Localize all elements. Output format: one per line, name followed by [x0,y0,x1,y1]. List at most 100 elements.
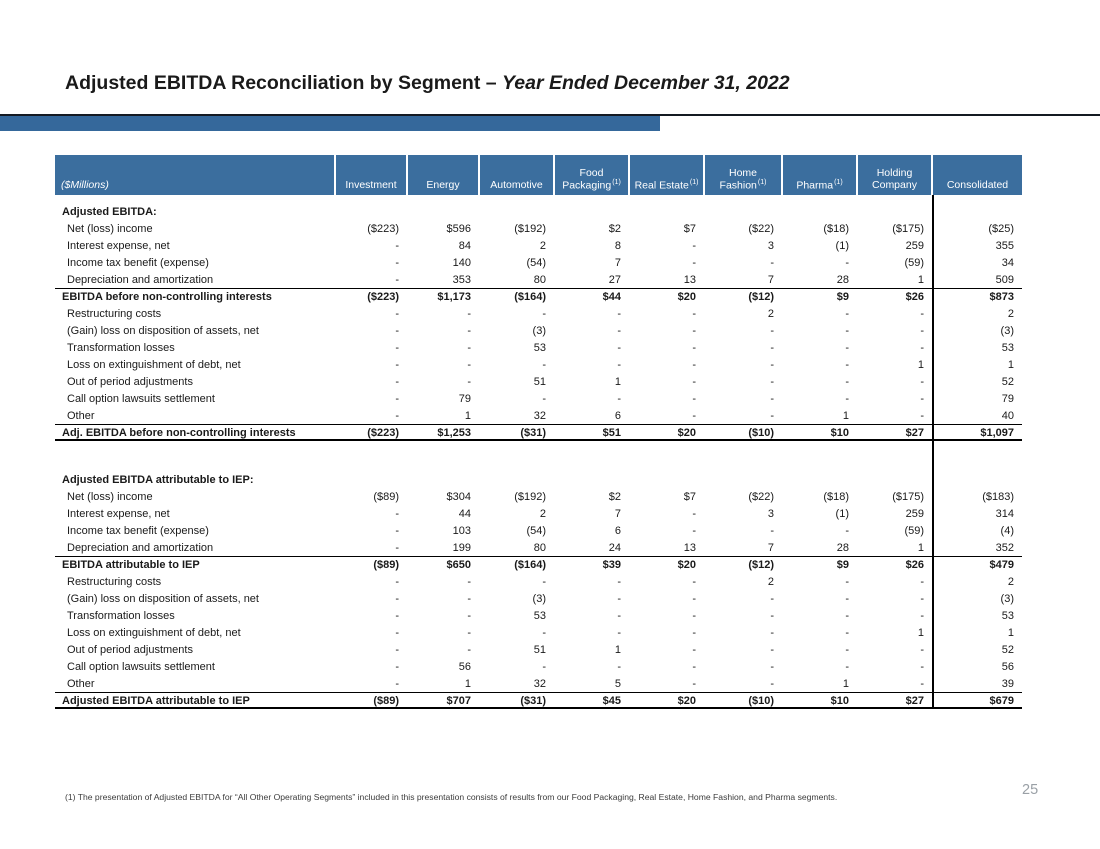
value-cell-investment: - [395,392,399,405]
value-cell-energy: 84 [458,239,471,252]
value-cell-consolidated: 1 [1007,358,1014,371]
value-cell-consolidated: $1,097 [980,427,1014,439]
row-label: Out of period adjustments [67,643,193,656]
value-cell-real-estate: 13 [683,541,696,554]
section-heading: Adjusted EBITDA: [55,203,1022,220]
value-cell-consolidated: 2 [1007,575,1014,588]
column-header-food-packaging: Food Packaging(1) [554,155,629,195]
table-row-transformation-losses: Transformation losses - - 53 - - - - - 53 [55,607,1022,624]
value-cell-consolidated: (3) [1000,592,1014,605]
value-cell-real-estate: - [692,626,696,639]
value-cell-consolidated: 53 [1001,341,1014,354]
value-cell-energy: $596 [446,222,471,235]
value-cell-investment: - [395,273,399,286]
value-cell-automotive: - [542,660,546,673]
value-cell-pharma: - [845,609,849,622]
row-label: Out of period adjustments [67,375,193,388]
value-cell-holding-company: 1 [917,273,924,286]
value-cell-energy: - [467,575,471,588]
row-label: Loss on extinguishment of debt, net [67,626,241,639]
value-cell-real-estate: - [692,677,696,690]
value-cell-consolidated: $873 [989,291,1014,303]
value-cell-real-estate: - [692,575,696,588]
row-label: Transformation losses [67,609,175,622]
value-cell-automotive: 32 [533,677,546,690]
value-cell-consolidated: 53 [1001,609,1014,622]
value-cell-pharma: 1 [842,677,849,690]
value-cell-holding-company: - [920,392,924,405]
value-cell-automotive: (54) [526,256,546,269]
ebitda-reconciliation-table: ($Millions) Investment Energy Automotive Foo… [55,155,1022,709]
value-cell-consolidated: 355 [995,239,1014,252]
column-header-label: Holding Company [872,167,917,191]
value-cell-investment: - [395,358,399,371]
value-cell-food-packaging: - [617,307,621,320]
row-label: Net (loss) income [67,222,153,235]
value-cell-pharma: - [845,575,849,588]
value-cell-food-packaging: 1 [614,375,621,388]
row-label: Other [67,409,95,422]
value-cell-investment: ($89) [373,695,399,707]
footnote: (1) The presentation of Adjusted EBITDA … [65,792,838,802]
table-row-ebitda-before-non-controlling-interests: EBITDA before non-controlling interests (… [55,288,1022,305]
value-cell-investment: - [395,524,399,537]
value-cell-holding-company: - [920,609,924,622]
row-label: (Gain) loss on disposition of assets, ne… [67,592,259,605]
value-cell-holding-company: (59) [904,256,924,269]
value-cell-real-estate: $20 [677,291,696,303]
value-cell-holding-company: - [920,592,924,605]
value-cell-home-fashion: - [770,609,774,622]
value-cell-energy: 1 [464,409,471,422]
column-header-energy: Energy [407,155,479,195]
value-cell-pharma: - [845,324,849,337]
value-cell-investment: - [395,609,399,622]
value-cell-pharma: - [845,643,849,656]
table-row-transformation-losses: Transformation losses - - 53 - - - - - 53 [55,339,1022,356]
value-cell-investment: - [395,307,399,320]
value-cell-energy: $304 [446,490,471,503]
column-header-label: Automotive [490,179,543,191]
value-cell-home-fashion: - [770,375,774,388]
table-row-adj-ebitda-before-non-controlling-interests: Adj. EBITDA before non-controlling inter… [55,424,1022,441]
title-divider-line [0,114,1100,116]
value-cell-holding-company: - [920,375,924,388]
row-label: EBITDA before non-controlling interests [62,291,272,303]
value-cell-automotive: ($31) [520,695,546,707]
value-cell-investment: ($223) [367,427,399,439]
row-label: Income tax benefit (expense) [67,256,209,269]
table-row-income-tax-benefit-expense: Income tax benefit (expense) - 140 (54) 7 - - -… [55,254,1022,271]
value-cell-food-packaging: - [617,358,621,371]
value-cell-real-estate: 13 [683,273,696,286]
value-cell-real-estate: - [692,609,696,622]
value-cell-consolidated: ($25) [988,222,1014,235]
value-cell-holding-company: $27 [905,427,924,439]
value-cell-automotive: ($164) [514,291,546,303]
row-label: Interest expense, net [67,239,170,252]
value-cell-holding-company: - [920,307,924,320]
value-cell-investment: - [395,626,399,639]
value-cell-home-fashion: 2 [767,575,774,588]
value-cell-pharma: - [845,592,849,605]
table-row-gain-loss-on-disposition-of-assets-net: (Gain) loss on disposition of assets, ne… [55,590,1022,607]
value-cell-pharma: - [845,341,849,354]
value-cell-holding-company: - [920,643,924,656]
value-cell-real-estate: $20 [677,695,696,707]
row-label: Interest expense, net [67,507,170,520]
column-header-label: Food Packaging(1) [562,166,621,191]
page-number: 25 [1022,782,1039,798]
value-cell-real-estate: - [692,341,696,354]
column-header-home-fashion: Home Fashion(1) [704,155,782,195]
value-cell-automotive: - [542,575,546,588]
value-cell-food-packaging: $2 [608,222,621,235]
value-cell-real-estate: - [692,592,696,605]
value-cell-investment: - [395,643,399,656]
value-cell-pharma: - [845,358,849,371]
value-cell-automotive: 53 [533,341,546,354]
value-cell-real-estate: - [692,256,696,269]
value-cell-consolidated: 39 [1001,677,1014,690]
value-cell-food-packaging: - [617,626,621,639]
value-cell-food-packaging: $45 [602,695,621,707]
page-title-main: Adjusted EBITDA Reconciliation by Segmen… [65,72,503,94]
value-cell-energy: 79 [458,392,471,405]
column-header-consolidated: Consolidated [932,155,1022,195]
